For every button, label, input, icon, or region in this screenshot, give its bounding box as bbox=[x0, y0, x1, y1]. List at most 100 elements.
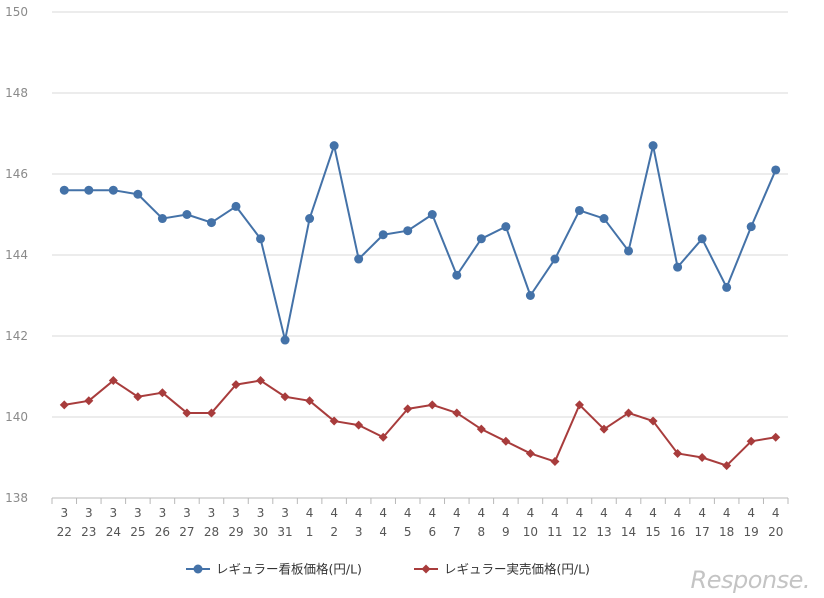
data-point bbox=[771, 432, 781, 442]
data-point bbox=[354, 254, 364, 264]
data-point bbox=[476, 234, 486, 244]
data-point bbox=[574, 400, 584, 410]
data-point bbox=[280, 392, 290, 402]
data-point bbox=[133, 392, 143, 402]
x-tick-month: 4 bbox=[306, 506, 314, 520]
data-point bbox=[771, 165, 781, 175]
data-point bbox=[673, 262, 683, 272]
x-tick-day: 24 bbox=[106, 525, 121, 539]
x-tick-month: 3 bbox=[60, 506, 68, 520]
x-tick-day: 4 bbox=[379, 525, 387, 539]
data-point bbox=[84, 396, 94, 406]
data-point bbox=[452, 270, 462, 280]
data-point bbox=[403, 226, 413, 236]
series-group bbox=[59, 141, 781, 471]
data-point bbox=[84, 185, 94, 195]
series-line bbox=[64, 144, 777, 342]
x-tick-day: 20 bbox=[768, 525, 783, 539]
data-point bbox=[403, 404, 413, 414]
data-point bbox=[648, 141, 658, 151]
data-point bbox=[452, 408, 462, 418]
legend-item-1: レギュラー看板価格(円/L) bbox=[186, 562, 362, 577]
x-tick-day: 17 bbox=[694, 525, 709, 539]
data-point bbox=[624, 246, 634, 256]
data-point bbox=[329, 416, 339, 426]
x-tick-month: 4 bbox=[379, 506, 387, 520]
x-tick-month: 4 bbox=[404, 506, 412, 520]
data-point bbox=[108, 376, 118, 386]
x-tick-month: 4 bbox=[502, 506, 510, 520]
x-tick-day: 27 bbox=[179, 525, 194, 539]
data-point bbox=[305, 214, 315, 224]
data-point bbox=[574, 205, 584, 215]
x-tick-day: 9 bbox=[502, 525, 510, 539]
data-point bbox=[182, 408, 192, 418]
x-axis: 3223233243253263273283293303314142434445… bbox=[51, 497, 789, 539]
x-tick-day: 19 bbox=[744, 525, 759, 539]
x-tick-day: 15 bbox=[645, 525, 660, 539]
data-point bbox=[550, 457, 560, 467]
watermark-logo: Response. bbox=[691, 566, 810, 594]
x-tick-month: 3 bbox=[232, 506, 240, 520]
x-tick-month: 3 bbox=[159, 506, 167, 520]
x-tick-month: 4 bbox=[674, 506, 682, 520]
data-point bbox=[157, 388, 167, 398]
data-point bbox=[378, 230, 388, 240]
x-tick-month: 4 bbox=[600, 506, 608, 520]
legend-marker bbox=[421, 564, 431, 574]
y-tick-label: 146 bbox=[5, 167, 28, 181]
data-point bbox=[206, 218, 216, 228]
data-point bbox=[746, 436, 756, 446]
legend-marker bbox=[193, 564, 203, 574]
data-point bbox=[256, 234, 266, 244]
data-point bbox=[525, 448, 535, 458]
x-tick-day: 11 bbox=[547, 525, 562, 539]
data-point bbox=[427, 210, 437, 219]
y-tick-label: 148 bbox=[5, 86, 28, 100]
y-tick-label: 144 bbox=[5, 248, 28, 262]
data-point bbox=[501, 222, 511, 232]
x-tick-month: 4 bbox=[453, 506, 461, 520]
data-point bbox=[697, 453, 707, 462]
x-tick-month: 3 bbox=[110, 506, 118, 520]
data-point bbox=[697, 234, 707, 244]
x-tick-month: 4 bbox=[772, 506, 780, 520]
x-tick-month: 4 bbox=[527, 506, 535, 520]
data-point bbox=[624, 408, 634, 418]
x-tick-day: 31 bbox=[277, 525, 292, 539]
x-tick-month: 4 bbox=[625, 506, 633, 520]
data-point bbox=[648, 416, 658, 426]
x-tick-month: 4 bbox=[551, 506, 559, 520]
data-point bbox=[157, 214, 167, 224]
legend-label: レギュラー看板価格(円/L) bbox=[216, 562, 362, 577]
data-point bbox=[182, 210, 192, 219]
data-point bbox=[722, 461, 732, 471]
data-point bbox=[59, 185, 69, 195]
x-tick-month: 3 bbox=[134, 506, 142, 520]
x-tick-month: 4 bbox=[723, 506, 731, 520]
x-tick-day: 30 bbox=[253, 525, 268, 539]
data-point bbox=[59, 400, 69, 410]
x-tick-month: 3 bbox=[208, 506, 216, 520]
x-tick-month: 4 bbox=[747, 506, 755, 520]
x-tick-month: 3 bbox=[281, 506, 289, 520]
data-point bbox=[206, 408, 216, 418]
y-tick-label: 142 bbox=[5, 329, 28, 343]
x-tick-day: 8 bbox=[478, 525, 486, 539]
x-tick-day: 1 bbox=[306, 525, 314, 539]
x-tick-day: 28 bbox=[204, 525, 219, 539]
grid-lines bbox=[52, 11, 788, 418]
data-point bbox=[305, 396, 315, 406]
x-tick-day: 10 bbox=[523, 525, 538, 539]
x-tick-day: 6 bbox=[428, 525, 436, 539]
x-tick-day: 18 bbox=[719, 525, 734, 539]
x-tick-month: 4 bbox=[698, 506, 706, 520]
x-tick-day: 13 bbox=[596, 525, 611, 539]
x-tick-month: 4 bbox=[649, 506, 657, 520]
x-tick-day: 22 bbox=[57, 525, 72, 539]
x-tick-month: 4 bbox=[330, 506, 338, 520]
x-tick-day: 7 bbox=[453, 525, 461, 539]
x-tick-month: 4 bbox=[428, 506, 436, 520]
data-point bbox=[280, 335, 290, 345]
